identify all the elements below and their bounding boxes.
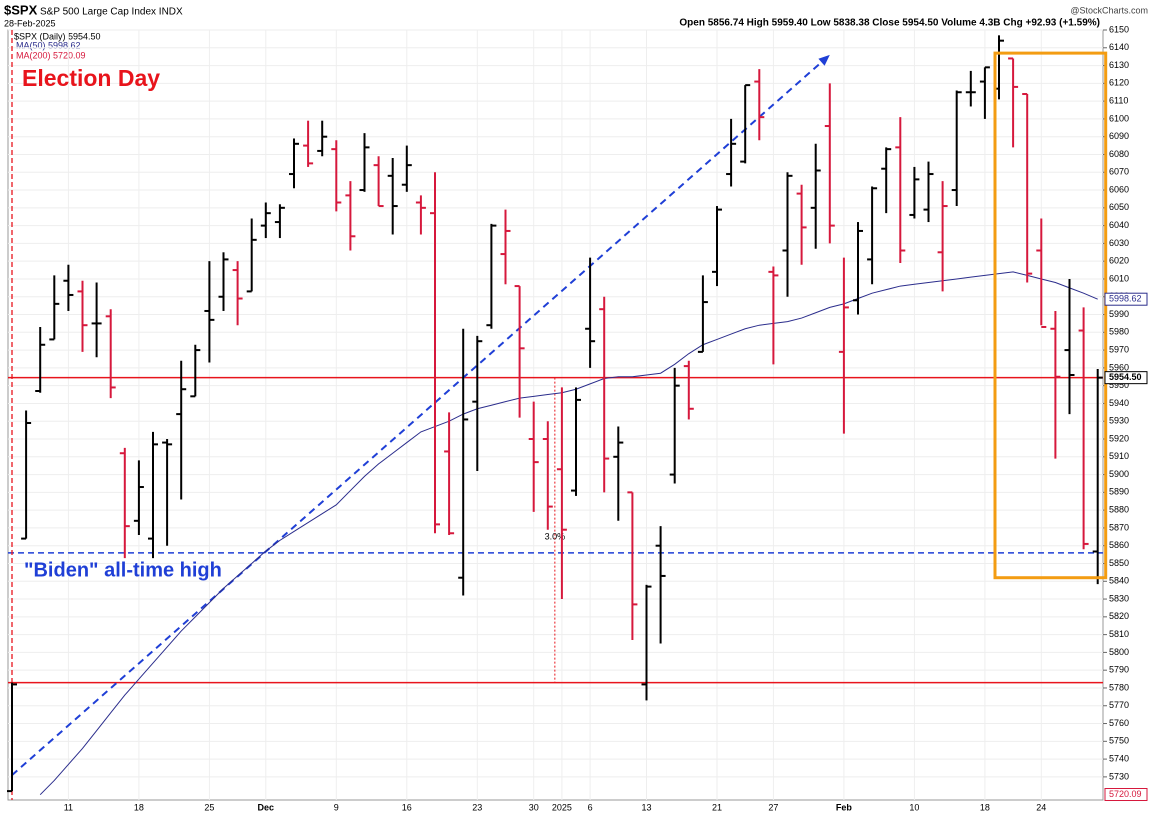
y-tick-label: 6130	[1109, 60, 1129, 70]
y-tick-label: 6060	[1109, 184, 1129, 194]
y-tick-label: 6030	[1109, 238, 1129, 248]
y-tick-label: 5740	[1109, 753, 1129, 763]
y-tick-label: 5780	[1109, 682, 1129, 692]
legend-ma50: MA(50) 5998.62	[16, 40, 81, 50]
y-tick-label: 6140	[1109, 42, 1129, 52]
y-tick-label: 5860	[1109, 540, 1129, 550]
last-value-box	[1104, 371, 1148, 385]
y-tick-label: 5750	[1109, 736, 1129, 746]
last-value-box	[1104, 292, 1148, 306]
y-tick-label: 5880	[1109, 505, 1129, 515]
y-tick-label: 5790	[1109, 665, 1129, 675]
y-tick-label: 6020	[1109, 256, 1129, 266]
y-tick-label: 5940	[1109, 398, 1129, 408]
x-tick-label: 21	[712, 802, 722, 812]
y-tick-label: 5760	[1109, 718, 1129, 728]
y-tick-label: 5980	[1109, 327, 1129, 337]
y-tick-label: 6120	[1109, 78, 1129, 88]
biden-label: "Biden" all-time high	[24, 559, 222, 581]
date: 28-Feb-2025	[4, 18, 56, 28]
y-tick-label: 5990	[1109, 309, 1129, 319]
y-tick-label: 5830	[1109, 593, 1129, 603]
y-tick-label: 5800	[1109, 647, 1129, 657]
x-tick-label: 30	[529, 802, 539, 812]
y-tick-label: 6090	[1109, 131, 1129, 141]
y-tick-label: 5910	[1109, 451, 1129, 461]
y-tick-label: 5890	[1109, 487, 1129, 497]
measure-label: 3.0%	[545, 532, 566, 542]
last-value-label: 5998.62	[1109, 294, 1142, 304]
x-tick-label: 6	[588, 802, 593, 812]
election-label: Election Day	[22, 65, 160, 91]
last-value-label: 5720.09	[1109, 789, 1142, 799]
legend-price: $SPX (Daily) 5954.50	[14, 31, 101, 41]
y-tick-label: 6110	[1109, 96, 1128, 106]
y-tick-label: 5810	[1109, 629, 1129, 639]
last-value-box	[1104, 788, 1148, 802]
x-tick-label: 27	[768, 802, 778, 812]
quote: Open 5856.74 High 5959.40 Low 5838.38 Cl…	[679, 18, 1100, 29]
x-tick-label: 10	[909, 802, 919, 812]
y-tick-label: 6080	[1109, 149, 1129, 159]
y-tick-label: 6100	[1109, 113, 1129, 123]
y-tick-label: 6070	[1109, 167, 1129, 177]
y-tick-label: 5950	[1109, 380, 1129, 390]
legend-ma200: MA(200) 5720.09	[16, 50, 86, 60]
x-tick-label: 23	[472, 802, 482, 812]
y-tick-label: 5770	[1109, 700, 1129, 710]
x-tick-label: 13	[641, 802, 651, 812]
y-tick-label: 5900	[1109, 469, 1129, 479]
highlight-box	[993, 51, 1108, 580]
trendline	[11, 54, 831, 776]
y-tick-label: 5970	[1109, 344, 1129, 354]
x-tick-label: 2025	[552, 802, 572, 812]
x-tick-label: Feb	[836, 802, 853, 812]
y-tick-label: 5820	[1109, 611, 1129, 621]
symbol: $SPX	[4, 2, 38, 17]
y-tick-label: 5730	[1109, 771, 1129, 781]
trendline-arrow	[818, 54, 830, 66]
x-tick-label: 24	[1036, 802, 1046, 812]
y-tick-label: 6050	[1109, 202, 1129, 212]
x-tick-label: 18	[980, 802, 990, 812]
watermark: @StockCharts.com	[1070, 5, 1148, 15]
y-tick-label: 5930	[1109, 416, 1129, 426]
subtitle: S&P 500 Large Cap Index INDX	[40, 7, 183, 18]
last-value-label: 5954.50	[1109, 372, 1142, 382]
y-tick-label: 5840	[1109, 576, 1129, 586]
y-tick-label: 6010	[1109, 273, 1129, 283]
y-tick-label: 6150	[1109, 24, 1129, 34]
ma-line	[39, 271, 1098, 796]
x-tick-label: 18	[134, 802, 144, 812]
y-tick-label: 5870	[1109, 522, 1129, 532]
x-tick-label: 25	[204, 802, 214, 812]
x-tick-label: 9	[334, 802, 339, 812]
y-tick-label: 5960	[1109, 362, 1129, 372]
x-tick-label: Dec	[258, 802, 275, 812]
x-tick-label: 16	[402, 802, 412, 812]
y-tick-label: 5920	[1109, 433, 1129, 443]
y-tick-label: 6040	[1109, 220, 1129, 230]
x-tick-label: 11	[64, 802, 73, 812]
y-tick-label: 5850	[1109, 558, 1129, 568]
